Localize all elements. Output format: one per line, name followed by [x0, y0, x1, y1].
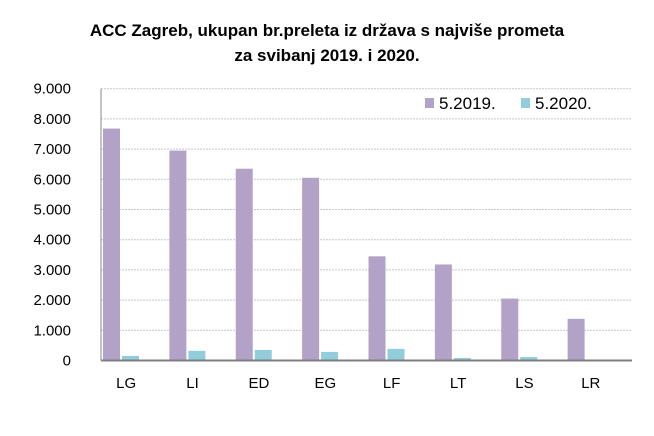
x-tick-label: ED [249, 375, 270, 392]
y-tick-label: 6.000 [33, 171, 71, 188]
bar-5.2019.-LT [434, 264, 452, 361]
y-tick-label: 0 [63, 353, 71, 370]
y-tick-label: 5.000 [33, 202, 71, 219]
bar-5.2019.-LI [169, 150, 187, 361]
bar-5.2019.-EG [302, 177, 320, 361]
bar-5.2019.-LF [368, 256, 386, 361]
y-tick-label: 2.000 [33, 292, 71, 309]
x-tick-label: LT [450, 375, 466, 392]
x-tick-label: EG [314, 375, 336, 392]
legend-swatch [521, 98, 530, 108]
y-tick-label: 4.000 [33, 232, 71, 249]
x-tick-label: LS [515, 375, 533, 392]
bar-5.2020.-LG [122, 355, 139, 361]
bar-5.2020.-EG [321, 351, 339, 361]
y-tick-label: 8.000 [33, 111, 71, 128]
x-tick-label: LR [581, 375, 600, 392]
bar-5.2020.-ED [254, 349, 272, 361]
bar-5.2019.-LG [103, 128, 120, 361]
legend-swatch [425, 98, 434, 108]
bar-5.2019.-ED [235, 168, 253, 361]
x-tick-label: LF [383, 375, 401, 392]
legend-label: 5.2020. [535, 94, 592, 113]
bar-5.2020.-LS [520, 357, 538, 361]
bar-5.2020.-LF [387, 348, 405, 361]
chart-title-line2: za svibanj 2019. i 2020. [234, 46, 420, 65]
y-tick-label: 9.000 [33, 81, 71, 98]
bar-5.2019.-LR [567, 318, 585, 361]
bar-5.2020.-LT [453, 357, 471, 361]
bar-5.2020.-LI [188, 350, 206, 361]
y-tick-label: 7.000 [33, 141, 71, 158]
x-tick-label: LI [186, 375, 199, 392]
x-tick-label: LG [116, 375, 136, 392]
y-tick-label: 1.000 [33, 322, 71, 339]
bar-5.2019.-LS [501, 298, 519, 361]
legend-label: 5.2019. [439, 94, 496, 113]
y-tick-label: 3.000 [33, 262, 71, 279]
chart-title-line1: ACC Zagreb, ukupan br.preleta iz država … [89, 21, 565, 40]
